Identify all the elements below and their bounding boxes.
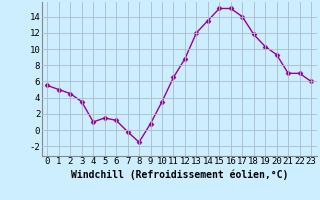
X-axis label: Windchill (Refroidissement éolien,°C): Windchill (Refroidissement éolien,°C): [70, 169, 288, 180]
